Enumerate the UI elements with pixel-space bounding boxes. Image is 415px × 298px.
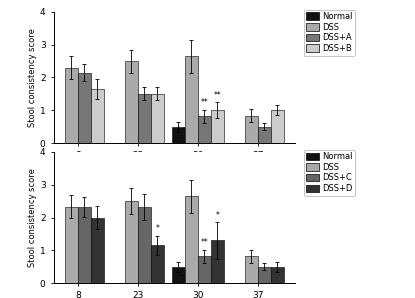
Bar	[172, 267, 185, 283]
Bar	[258, 267, 271, 283]
Bar	[151, 94, 164, 143]
Bar	[211, 240, 224, 283]
Bar	[185, 56, 198, 143]
Text: **: **	[213, 91, 221, 100]
Bar	[211, 110, 224, 143]
Bar	[172, 127, 185, 143]
Bar	[138, 207, 151, 283]
Bar	[78, 72, 91, 143]
Bar	[258, 127, 271, 143]
Bar	[198, 256, 211, 283]
Bar	[245, 116, 258, 143]
Text: **: **	[200, 238, 208, 247]
Text: *: *	[215, 211, 219, 220]
Legend: Normal, DSS, DSS+A, DSS+B: Normal, DSS, DSS+A, DSS+B	[304, 10, 355, 55]
Bar	[151, 246, 164, 283]
Bar	[245, 256, 258, 283]
Bar	[65, 207, 78, 283]
Bar	[138, 94, 151, 143]
Bar	[125, 61, 138, 143]
X-axis label: Time [ day ]: Time [ day ]	[142, 163, 207, 173]
Legend: Normal, DSS, DSS+C, DSS+D: Normal, DSS, DSS+C, DSS+D	[304, 150, 355, 195]
Bar	[198, 116, 211, 143]
Text: **: **	[200, 98, 208, 107]
Bar	[91, 218, 104, 283]
Y-axis label: Stool consistency score: Stool consistency score	[28, 168, 37, 267]
Y-axis label: Stool consistency score: Stool consistency score	[28, 28, 37, 127]
Bar	[125, 201, 138, 283]
Bar	[78, 207, 91, 283]
Bar	[271, 267, 284, 283]
Bar	[65, 68, 78, 143]
Bar	[91, 89, 104, 143]
Bar	[185, 196, 198, 283]
Bar	[271, 110, 284, 143]
Text: *: *	[155, 224, 159, 233]
